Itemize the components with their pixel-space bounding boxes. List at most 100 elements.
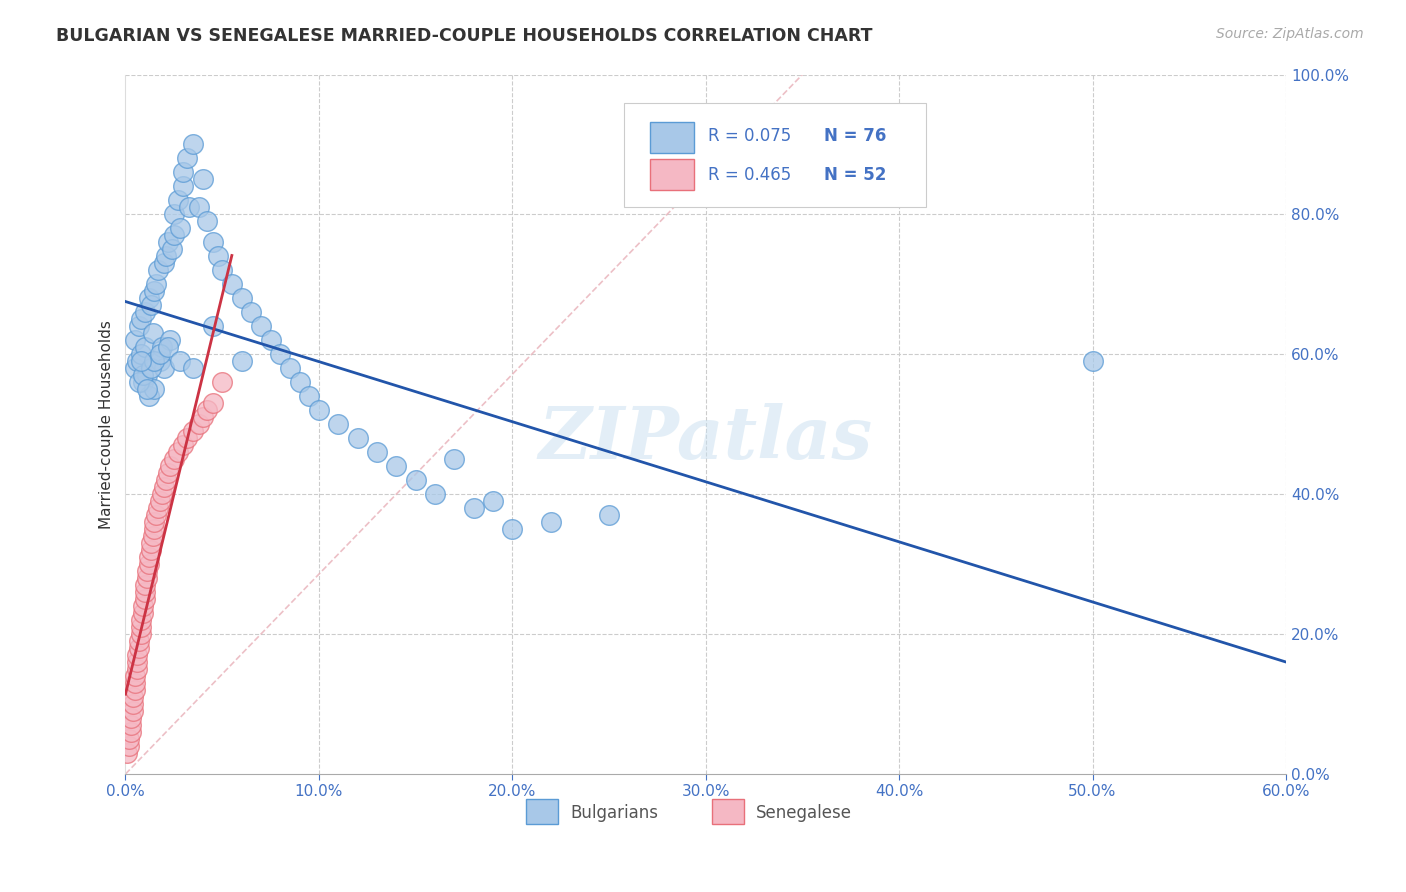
Point	[155, 473, 177, 487]
Bar	[650, 159, 695, 190]
Point	[134, 305, 156, 319]
Point	[129, 312, 152, 326]
Text: Senegalese: Senegalese	[755, 804, 852, 822]
Point	[153, 480, 176, 494]
Point	[138, 389, 160, 403]
Point	[143, 354, 166, 368]
Point	[145, 508, 167, 523]
Point	[463, 501, 485, 516]
Point	[540, 515, 562, 529]
Bar	[650, 122, 695, 153]
Text: R = 0.465: R = 0.465	[709, 166, 792, 184]
Point	[117, 746, 139, 760]
Point	[169, 354, 191, 368]
Point	[278, 361, 301, 376]
Point	[157, 235, 180, 250]
Point	[118, 739, 141, 753]
Point	[132, 606, 155, 620]
Point	[143, 515, 166, 529]
Text: N = 76: N = 76	[824, 127, 886, 145]
Point	[124, 676, 146, 690]
Point	[150, 340, 173, 354]
Point	[159, 334, 181, 348]
Point	[328, 417, 350, 432]
Point	[141, 529, 163, 543]
Point	[125, 655, 148, 669]
Point	[159, 459, 181, 474]
Point	[134, 578, 156, 592]
Point	[125, 354, 148, 368]
Point	[153, 256, 176, 270]
Point	[124, 669, 146, 683]
Point	[139, 543, 162, 558]
Point	[122, 697, 145, 711]
Point	[139, 361, 162, 376]
Point	[181, 361, 204, 376]
Point	[166, 194, 188, 208]
Point	[129, 627, 152, 641]
Point	[141, 326, 163, 341]
Bar	[711, 799, 744, 824]
Point	[132, 376, 155, 390]
Point	[1081, 354, 1104, 368]
Point	[231, 291, 253, 305]
Point	[191, 410, 214, 425]
Point	[129, 354, 152, 368]
Point	[385, 459, 408, 474]
Point	[157, 467, 180, 481]
Point	[176, 431, 198, 445]
Point	[120, 711, 142, 725]
Point	[195, 403, 218, 417]
Point	[132, 368, 155, 383]
Point	[124, 683, 146, 698]
Point	[211, 376, 233, 390]
Point	[122, 704, 145, 718]
Y-axis label: Married-couple Households: Married-couple Households	[100, 320, 114, 529]
Point	[179, 201, 201, 215]
Point	[135, 368, 157, 383]
Point	[191, 172, 214, 186]
FancyBboxPatch shape	[624, 103, 927, 208]
Point	[122, 690, 145, 704]
Point	[298, 389, 321, 403]
Point	[163, 207, 186, 221]
Point	[148, 263, 170, 277]
Text: Source: ZipAtlas.com: Source: ZipAtlas.com	[1216, 27, 1364, 41]
Point	[129, 620, 152, 634]
Point	[120, 718, 142, 732]
Point	[250, 319, 273, 334]
Point	[366, 445, 388, 459]
Point	[195, 214, 218, 228]
Point	[423, 487, 446, 501]
Point	[125, 648, 148, 662]
Point	[134, 592, 156, 607]
Point	[188, 417, 211, 432]
Point	[143, 522, 166, 536]
Point	[157, 340, 180, 354]
Point	[308, 403, 330, 417]
Point	[135, 382, 157, 396]
Point	[128, 319, 150, 334]
Point	[143, 382, 166, 396]
Point	[124, 361, 146, 376]
Text: R = 0.075: R = 0.075	[709, 127, 792, 145]
Point	[173, 165, 195, 179]
Text: ZIPatlas: ZIPatlas	[538, 403, 873, 474]
Point	[145, 277, 167, 292]
Point	[129, 347, 152, 361]
Point	[128, 641, 150, 656]
Point	[598, 508, 620, 523]
Point	[181, 137, 204, 152]
Point	[259, 334, 281, 348]
Point	[163, 228, 186, 243]
Point	[201, 235, 224, 250]
Point	[149, 347, 172, 361]
Point	[153, 361, 176, 376]
Point	[405, 473, 427, 487]
Point	[211, 263, 233, 277]
Point	[139, 536, 162, 550]
Point	[149, 494, 172, 508]
Point	[134, 585, 156, 599]
Text: BULGARIAN VS SENEGALESE MARRIED-COUPLE HOUSEHOLDS CORRELATION CHART: BULGARIAN VS SENEGALESE MARRIED-COUPLE H…	[56, 27, 873, 45]
Point	[163, 452, 186, 467]
